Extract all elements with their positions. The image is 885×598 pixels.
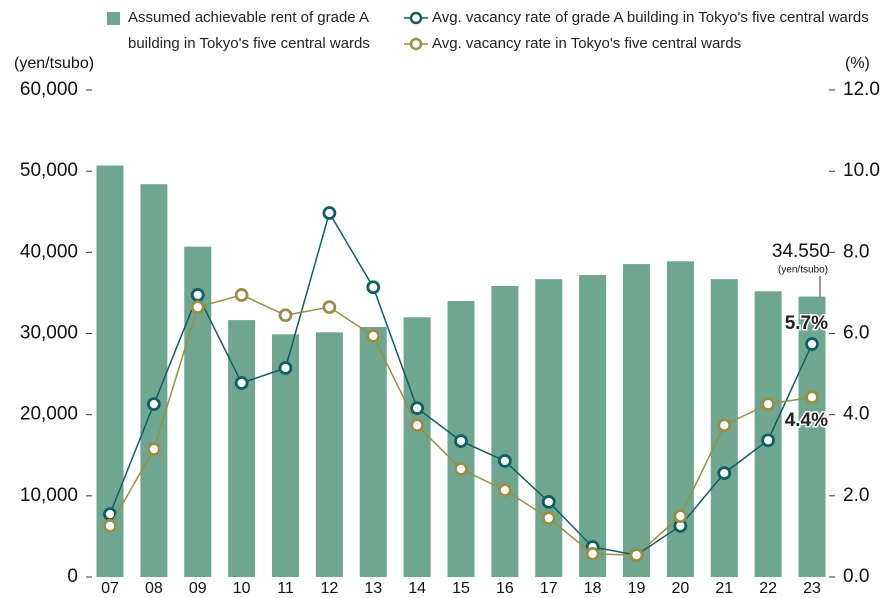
- marker: [497, 454, 512, 468]
- x-tick-label: 10: [233, 580, 251, 597]
- y-tick-label: 0: [67, 566, 78, 587]
- marker: [497, 483, 512, 498]
- y-tick-label: 60,000: [20, 79, 78, 100]
- x-tick-label: 15: [452, 580, 470, 597]
- marker: [366, 280, 381, 295]
- value-label: 34.550: [772, 241, 830, 262]
- marker: [103, 518, 117, 533]
- y2-tick-label: 8.0: [843, 241, 869, 262]
- x-tick-label: 08: [145, 580, 163, 597]
- x-tick-label: 09: [189, 580, 207, 597]
- x-tick-label: 13: [364, 580, 382, 597]
- legend-label: Avg. vacancy rate of grade A building in…: [432, 9, 869, 26]
- x-tick-label: 21: [715, 580, 733, 597]
- marker: [717, 418, 732, 433]
- legend-label: Avg. vacancy rate in Tokyo's five centra…: [432, 35, 742, 52]
- y2-tick-label: 0.0: [843, 566, 869, 587]
- x-tick-label: 11: [277, 580, 294, 597]
- marker: [322, 206, 337, 220]
- y-tick-label: 50,000: [20, 160, 78, 181]
- y2-tick-label: 4.0: [843, 404, 869, 425]
- marker: [190, 288, 205, 302]
- marker: [805, 390, 819, 405]
- bar: [579, 275, 607, 577]
- marker: [629, 548, 644, 562]
- marker: [410, 401, 425, 416]
- bar: [359, 327, 387, 577]
- x-tick-label: 19: [628, 580, 646, 597]
- marker: [805, 337, 819, 351]
- y-tick-label: 40,000: [20, 241, 78, 262]
- marker: [278, 361, 293, 375]
- x-tick-label: 07: [101, 580, 119, 597]
- marker: [454, 434, 468, 448]
- y-tick-label: 20,000: [20, 404, 78, 425]
- marker: [541, 511, 556, 526]
- legend: Avg. vacancy rate of grade A building in…: [404, 5, 869, 57]
- marker: [717, 466, 732, 481]
- x-tick-label: 23: [803, 580, 821, 597]
- marker: [541, 495, 556, 509]
- bar: [491, 286, 519, 577]
- legend-item: Avg. vacancy rate of grade A building in…: [404, 5, 869, 31]
- x-tick-label: 12: [320, 580, 338, 597]
- y2-axis-label: (%): [845, 55, 870, 72]
- legend-item: Avg. vacancy rate in Tokyo's five centra…: [404, 31, 869, 57]
- y-tick-label: 10,000: [20, 485, 78, 506]
- marker: [278, 308, 293, 323]
- marker: [454, 462, 468, 476]
- bar: [403, 317, 431, 577]
- y2-tick-label: 6.0: [843, 323, 869, 344]
- legend-label: Assumed achievable rent of grade A build…: [128, 9, 370, 52]
- marker: [585, 546, 600, 561]
- marker: [322, 300, 337, 315]
- marker: [146, 397, 161, 412]
- y-tick-label: 30,000: [20, 323, 78, 344]
- marker: [673, 509, 688, 524]
- y2-tick-label: 2.0: [843, 485, 869, 506]
- marker: [234, 288, 249, 302]
- x-tick-label: 14: [408, 580, 426, 597]
- legend-item: Assumed achievable rent of grade A build…: [104, 5, 388, 57]
- y2-tick-label: 12.0: [843, 79, 880, 100]
- y-axis-label: (yen/tsubo): [14, 55, 94, 72]
- bar: [535, 279, 563, 577]
- legend-icon: [404, 37, 428, 51]
- bar: [315, 332, 343, 577]
- marker: [366, 329, 381, 343]
- x-tick-label: 18: [584, 580, 602, 597]
- x-tick-label: 17: [540, 580, 558, 597]
- marker: [761, 397, 776, 412]
- annotation: (yen/tsubo): [778, 265, 828, 276]
- marker: [146, 442, 161, 457]
- marker: [234, 376, 249, 390]
- bar: [228, 320, 256, 577]
- bar: [623, 264, 650, 577]
- y2-tick-label: 10.0: [843, 160, 880, 181]
- value-label: 4.4%: [785, 410, 828, 431]
- value-label: 5.7%: [785, 313, 828, 334]
- x-tick-label: 22: [759, 580, 777, 597]
- x-tick-label: 20: [671, 580, 689, 597]
- legend-swatch: [107, 12, 120, 25]
- marker: [190, 300, 205, 315]
- marker: [410, 418, 425, 433]
- legend-icon: [404, 11, 428, 25]
- x-tick-label: 16: [496, 580, 514, 597]
- marker: [761, 433, 776, 448]
